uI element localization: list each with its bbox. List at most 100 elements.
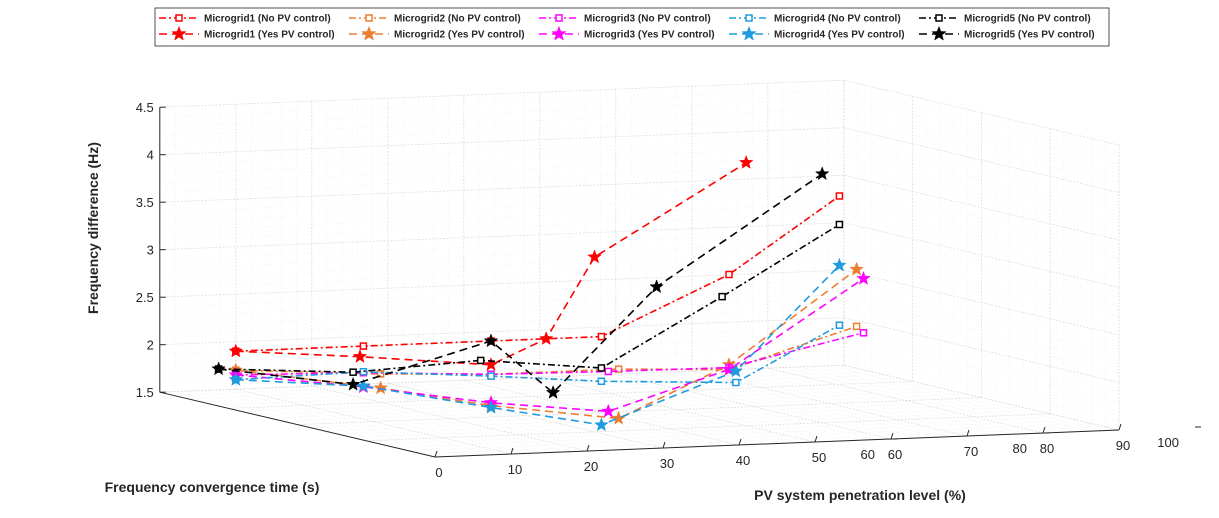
minor-grid-line — [159, 279, 844, 307]
minor-grid-line — [843, 117, 1120, 184]
series-group — [232, 321, 844, 387]
x-tick-label: 60 — [888, 447, 902, 462]
data-point-marker — [649, 279, 664, 294]
minor-grid-line — [448, 380, 724, 446]
data-point-marker — [356, 378, 371, 393]
z-tick-label: 2.5 — [136, 290, 154, 305]
data-point-marker — [376, 370, 385, 378]
minor-grid-line — [228, 381, 913, 409]
minor-grid-line — [159, 307, 844, 336]
legend-swatch-marker — [745, 14, 753, 22]
minor-grid-line — [393, 419, 1078, 448]
data-point-marker — [835, 321, 844, 329]
tick-layer: 010203040506070809060801001201401.522.53… — [136, 100, 1179, 480]
data-point-marker — [614, 365, 623, 373]
legend-label: Microgrid4 (Yes PV control) — [774, 30, 905, 41]
y-tick-label: 80 — [1013, 441, 1027, 456]
minor-grid-line — [281, 387, 557, 453]
data-point-marker — [476, 356, 485, 365]
grid-line — [767, 367, 1044, 434]
z-axis-label: Frequency difference (Hz) — [85, 142, 101, 314]
minor-grid-line — [379, 416, 1064, 445]
z-tick-label: 4.5 — [136, 100, 154, 115]
x-tick-label: 30 — [660, 456, 674, 471]
y-axis-line — [159, 391, 436, 458]
legend-label: Microgrid1 (Yes PV control) — [204, 30, 335, 41]
legend-item: Microgrid5 (Yes PV control) — [919, 25, 1095, 41]
data-point-marker — [725, 270, 733, 279]
minor-grid-line — [843, 260, 1120, 326]
series-line — [218, 223, 840, 374]
x-tick-label: 40 — [736, 453, 750, 468]
legend-item: Microgrid4 (Yes PV control) — [729, 25, 905, 41]
x-tick-mark — [662, 441, 666, 449]
legend-box — [154, 7, 1110, 47]
data-point-marker — [600, 403, 616, 418]
data-point-marker — [852, 322, 861, 331]
minor-grid-line — [752, 368, 1028, 434]
minor-grid-line — [676, 371, 952, 437]
minor-grid-line — [159, 79, 844, 108]
series-line — [235, 195, 840, 352]
z-tick-label: 2 — [147, 338, 154, 353]
data-point-marker — [483, 333, 499, 348]
data-point-marker — [611, 410, 626, 425]
legend-swatch-marker — [175, 14, 183, 22]
grid-line — [311, 385, 588, 452]
minor-grid-line — [585, 375, 861, 441]
data-point-marker — [373, 380, 388, 395]
x-tick-mark — [586, 444, 590, 452]
legend-swatch-marker — [365, 14, 373, 22]
data-point-marker — [597, 364, 606, 372]
minor-grid-line — [159, 298, 844, 326]
minor-grid-line — [509, 378, 785, 444]
x-tick-label: 70 — [964, 444, 978, 459]
grid-line — [463, 379, 740, 446]
x-axis-label: PV system penetration level (%) — [754, 487, 966, 503]
series-group — [211, 166, 830, 399]
series-layer — [211, 154, 871, 432]
data-point-marker — [349, 368, 357, 376]
minor-grid-line — [297, 397, 982, 425]
x-tick-mark — [738, 438, 742, 446]
legend-swatch-marker — [741, 25, 757, 41]
legend-item: Microgrid1 (Yes PV control) — [159, 25, 335, 41]
legend-item: Microgrid4 (No PV control) — [729, 14, 901, 25]
minor-grid-line — [159, 250, 844, 279]
x-tick-label: 80 — [1040, 441, 1054, 456]
legend-item: Microgrid3 (No PV control) — [539, 14, 711, 25]
minor-grid-line — [159, 98, 844, 127]
grid-line — [843, 222, 1120, 288]
grid-line — [539, 376, 816, 443]
y-tick-label: 100 — [1157, 435, 1179, 450]
minor-grid-line — [159, 89, 844, 117]
legend-label: Microgrid2 (No PV control) — [394, 14, 521, 25]
minor-grid-line — [338, 407, 1023, 435]
minor-grid-line — [256, 387, 941, 416]
x-tick-mark — [510, 447, 514, 455]
legend-item: Microgrid2 (Yes PV control) — [349, 25, 525, 41]
legend-swatch-marker — [931, 25, 947, 41]
x-tick-label: 0 — [435, 465, 442, 480]
minor-grid-line — [159, 174, 844, 203]
legend-label: Microgrid1 (No PV control) — [204, 14, 331, 25]
minor-grid-line — [159, 165, 844, 193]
minor-grid-line — [159, 127, 844, 155]
data-point-marker — [832, 257, 847, 272]
minor-grid-line — [159, 146, 844, 174]
z-tick-label: 1.5 — [136, 385, 154, 400]
minor-grid-line — [843, 250, 1120, 317]
data-point-marker — [359, 342, 368, 350]
data-point-marker — [211, 361, 226, 376]
axis-layer — [159, 106, 1201, 458]
legend-swatch-marker — [935, 14, 943, 22]
data-point-marker — [228, 371, 244, 386]
data-point-marker — [538, 331, 554, 346]
data-point-marker — [738, 154, 754, 169]
data-point-marker — [352, 348, 368, 363]
data-point-marker — [732, 378, 740, 387]
legend-swatch-marker — [361, 25, 377, 41]
minor-grid-line — [159, 108, 844, 136]
minor-grid-line — [159, 193, 844, 222]
